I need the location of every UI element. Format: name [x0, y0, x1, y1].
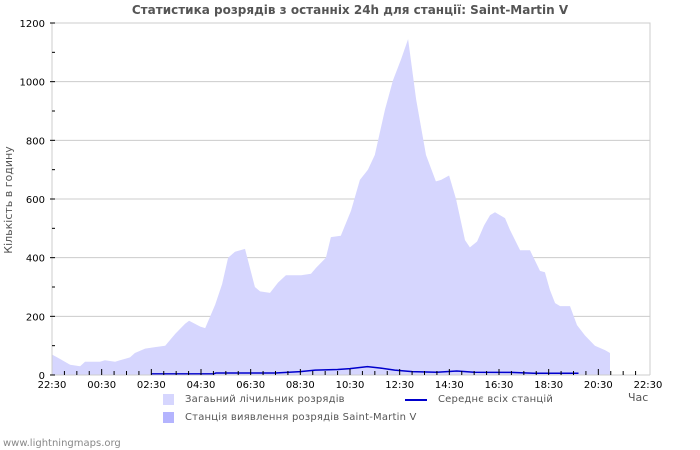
x-axis-title: Час: [628, 391, 648, 404]
svg-text:14:30: 14:30: [435, 380, 464, 391]
svg-text:1200: 1200: [20, 19, 45, 30]
svg-text:00:30: 00:30: [87, 380, 116, 391]
legend-label-average: Середнє всіх станцій: [438, 394, 554, 405]
svg-text:0: 0: [39, 371, 45, 382]
svg-text:02:30: 02:30: [137, 380, 166, 391]
legend-swatch-station: [163, 412, 174, 423]
svg-text:20:30: 20:30: [584, 380, 613, 391]
y-axis-ticks: 0 200 400 600 800 1000 1200: [20, 19, 55, 382]
svg-text:22:30: 22:30: [634, 380, 663, 391]
svg-text:600: 600: [26, 195, 45, 206]
y-axis-title: Кількість в годину: [2, 146, 15, 254]
svg-text:16:30: 16:30: [485, 380, 514, 391]
svg-text:06:30: 06:30: [236, 380, 265, 391]
svg-text:18:30: 18:30: [534, 380, 563, 391]
svg-text:1000: 1000: [20, 78, 45, 89]
chart-title: Статистика розрядів з останніх 24h для с…: [131, 3, 569, 17]
svg-text:10:30: 10:30: [336, 380, 365, 391]
svg-text:12:30: 12:30: [385, 380, 414, 391]
legend-swatch-total: [163, 394, 174, 405]
legend-item-station: Станція виявлення розрядів Saint-Martin …: [163, 412, 417, 423]
legend-item-total: Загаьний лічильник розрядів: [163, 394, 345, 405]
svg-text:800: 800: [26, 136, 45, 147]
legend-item-average: Середнє всіх станцій: [405, 394, 553, 405]
svg-text:200: 200: [26, 312, 45, 323]
total-strokes-area: [52, 39, 611, 375]
svg-text:08:30: 08:30: [286, 380, 315, 391]
svg-text:04:30: 04:30: [187, 380, 216, 391]
legend-label-total: Загаьний лічильник розрядів: [185, 394, 345, 405]
site-url[interactable]: www.lightningmaps.org: [3, 438, 121, 449]
legend-label-station: Станція виявлення розрядів Saint-Martin …: [185, 412, 417, 423]
average-all-stations-line: [151, 365, 579, 375]
legend-swatch-average: [405, 398, 427, 401]
svg-text:400: 400: [26, 254, 45, 265]
svg-text:22:30: 22:30: [38, 380, 67, 391]
x-axis-ticks: 22:30 00:30 02:30 04:30 06:30 08:30 10:30 12:30…: [38, 369, 663, 391]
